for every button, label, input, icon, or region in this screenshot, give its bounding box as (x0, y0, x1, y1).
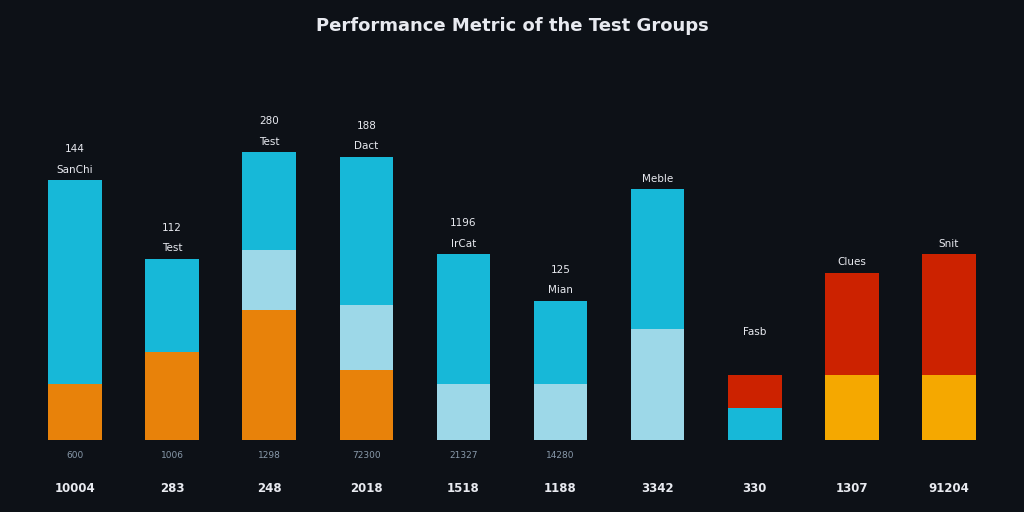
Text: 1006: 1006 (161, 451, 183, 460)
Text: Clues: Clues (838, 258, 866, 267)
Bar (534, 385, 588, 440)
Bar (243, 250, 296, 310)
Bar (825, 375, 879, 440)
Bar (340, 371, 393, 440)
Text: Snit: Snit (939, 239, 959, 249)
Text: IrCat: IrCat (451, 239, 476, 249)
Bar (631, 329, 684, 440)
Text: SanChi: SanChi (56, 164, 93, 175)
Text: 72300: 72300 (352, 451, 381, 460)
Text: Mian: Mian (548, 285, 573, 295)
Text: Test: Test (162, 244, 182, 253)
Text: 600: 600 (67, 451, 84, 460)
Bar (923, 375, 976, 440)
Bar (534, 301, 588, 385)
Text: Meble: Meble (642, 174, 674, 184)
Bar (436, 385, 490, 440)
Bar (145, 259, 199, 352)
Bar (728, 375, 781, 408)
Bar (243, 153, 296, 250)
Bar (145, 352, 199, 440)
Bar (728, 408, 781, 440)
Text: 14280: 14280 (547, 451, 574, 460)
Bar (728, 408, 781, 440)
Bar (923, 254, 976, 375)
Text: 1298: 1298 (258, 451, 281, 460)
Text: Test: Test (259, 137, 280, 147)
Text: 188: 188 (356, 121, 376, 131)
Bar (340, 157, 393, 306)
Bar (436, 254, 490, 385)
Bar (243, 310, 296, 440)
Text: 112: 112 (162, 223, 182, 233)
Bar (48, 385, 101, 440)
Text: Fasb: Fasb (743, 327, 767, 337)
Bar (825, 273, 879, 375)
Text: 125: 125 (551, 265, 570, 275)
Text: 280: 280 (259, 116, 280, 126)
Text: Dact: Dact (354, 141, 379, 152)
Title: Performance Metric of the Test Groups: Performance Metric of the Test Groups (315, 17, 709, 35)
Bar (340, 306, 393, 371)
Bar (48, 180, 101, 385)
Text: 144: 144 (65, 144, 85, 154)
Bar (631, 189, 684, 329)
Text: 21327: 21327 (450, 451, 477, 460)
Text: 1196: 1196 (451, 219, 477, 228)
